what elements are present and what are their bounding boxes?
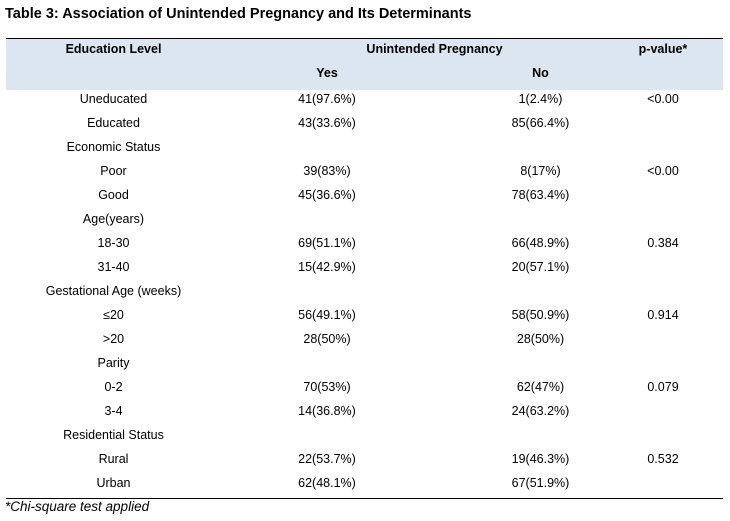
row-label: Poor: [100, 164, 127, 178]
table-row: Urban 62(48.1%) 67(51.9%): [6, 473, 723, 497]
table-row: >20 28(50%) 28(50%): [6, 329, 723, 353]
table-row: 0-2 70(53%) 62(47%) 0.079: [6, 377, 723, 401]
cell-yes: 28(50%): [303, 332, 351, 346]
row-label: 18-30: [97, 236, 130, 250]
cell-p-value: <0.00: [647, 92, 679, 106]
table-row: ≤20 56(49.1%) 58(50.9%) 0.914: [6, 305, 723, 329]
cell-yes: 43(33.6%): [298, 116, 356, 130]
cell-no: 19(46.3%): [511, 452, 570, 466]
table-row: Poor 39(83%) 8(17%) <0.00: [6, 161, 723, 185]
cell-yes: 69(51.1%): [298, 236, 356, 250]
table-row: Rural 22(53.7%) 19(46.3%) 0.532: [6, 449, 723, 473]
row-label: Good: [98, 188, 129, 202]
table-row: Gestational Age (weeks): [6, 281, 723, 305]
cell-yes: 14(36.8%): [298, 404, 356, 418]
cell-no: 58(50.9%): [511, 308, 570, 322]
header-unintended-pregnancy: Unintended Pregnancy: [366, 42, 503, 56]
cell-yes: 62(48.1%): [298, 476, 356, 490]
cell-yes: 15(42.9%): [298, 260, 356, 274]
header-education-level: Education Level: [65, 42, 162, 56]
cell-no: 24(63.2%): [511, 404, 570, 418]
cell-p-value: <0.00: [647, 164, 679, 178]
row-label: Urban: [96, 476, 131, 490]
cell-yes: 45(36.6%): [298, 188, 356, 202]
table-header: Education Level Unintended Pregnancy p-v…: [6, 38, 723, 90]
table-row: Age(years): [6, 209, 723, 233]
cell-p-value: 0.079: [647, 380, 679, 394]
table-row: Educated 43(33.6%) 85(66.4%): [6, 113, 723, 137]
row-label: Age(years): [82, 212, 145, 226]
header-no: No: [532, 66, 549, 80]
row-label: Educated: [87, 116, 140, 130]
row-label: 31-40: [97, 260, 130, 274]
table-bottom-rule: [6, 498, 723, 499]
row-label: Uneducated: [79, 92, 148, 106]
row-label: Economic Status: [66, 140, 161, 154]
table-title: Table 3: Association of Unintended Pregn…: [5, 6, 472, 22]
cell-p-value: 0.914: [647, 308, 679, 322]
row-label: Residential Status: [63, 428, 164, 442]
cell-no: 20(57.1%): [511, 260, 570, 274]
table-row: Residential Status: [6, 425, 723, 449]
row-label: Gestational Age (weeks): [45, 284, 182, 298]
cell-no: 85(66.4%): [511, 116, 570, 130]
cell-yes: 41(97.6%): [298, 92, 356, 106]
cell-yes: 56(49.1%): [298, 308, 356, 322]
cell-no: 8(17%): [520, 164, 561, 178]
row-label: Parity: [97, 356, 130, 370]
table-row: 31-40 15(42.9%) 20(57.1%): [6, 257, 723, 281]
header-yes: Yes: [316, 66, 338, 80]
table-row: 18-30 69(51.1%) 66(48.9%) 0.384: [6, 233, 723, 257]
table-row: Good 45(36.6%) 78(63.4%): [6, 185, 723, 209]
cell-no: 67(51.9%): [511, 476, 570, 490]
cell-p-value: 0.532: [647, 452, 679, 466]
row-label: >20: [102, 332, 125, 346]
footnote: *Chi-square test applied: [5, 499, 150, 514]
cell-yes: 22(53.7%): [298, 452, 356, 466]
header-p-value: p-value*: [638, 42, 688, 56]
cell-no: 66(48.9%): [511, 236, 570, 250]
table-row: Economic Status: [6, 137, 723, 161]
row-label: ≤20: [103, 308, 124, 322]
cell-yes: 70(53%): [303, 380, 351, 394]
cell-no: 78(63.4%): [511, 188, 570, 202]
row-label: 0-2: [104, 380, 123, 394]
table-row: Parity: [6, 353, 723, 377]
row-label: Rural: [98, 452, 129, 466]
cell-no: 62(47%): [516, 380, 565, 394]
cell-no: 28(50%): [516, 332, 565, 346]
cell-no: 1(2.4%): [518, 92, 563, 106]
cell-p-value: 0.384: [647, 236, 679, 250]
table-row: 3-4 14(36.8%) 24(63.2%): [6, 401, 723, 425]
row-label: 3-4: [104, 404, 123, 418]
table-row: Uneducated 41(97.6%) 1(2.4%) <0.00: [6, 89, 723, 113]
cell-yes: 39(83%): [303, 164, 351, 178]
